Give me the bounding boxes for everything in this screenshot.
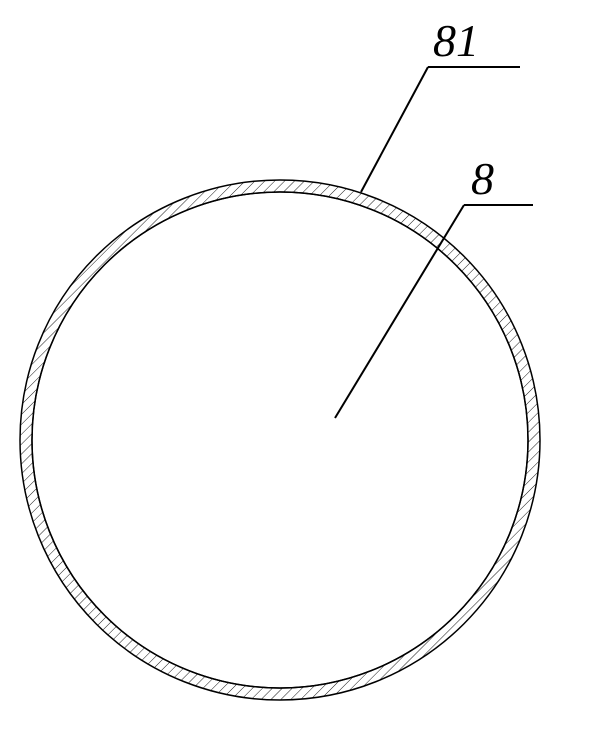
inner-disc-8 xyxy=(33,193,527,687)
label-8: 8 xyxy=(471,153,494,204)
label-81: 81 xyxy=(433,15,479,66)
diagram-canvas: 81 8 xyxy=(0,0,604,734)
